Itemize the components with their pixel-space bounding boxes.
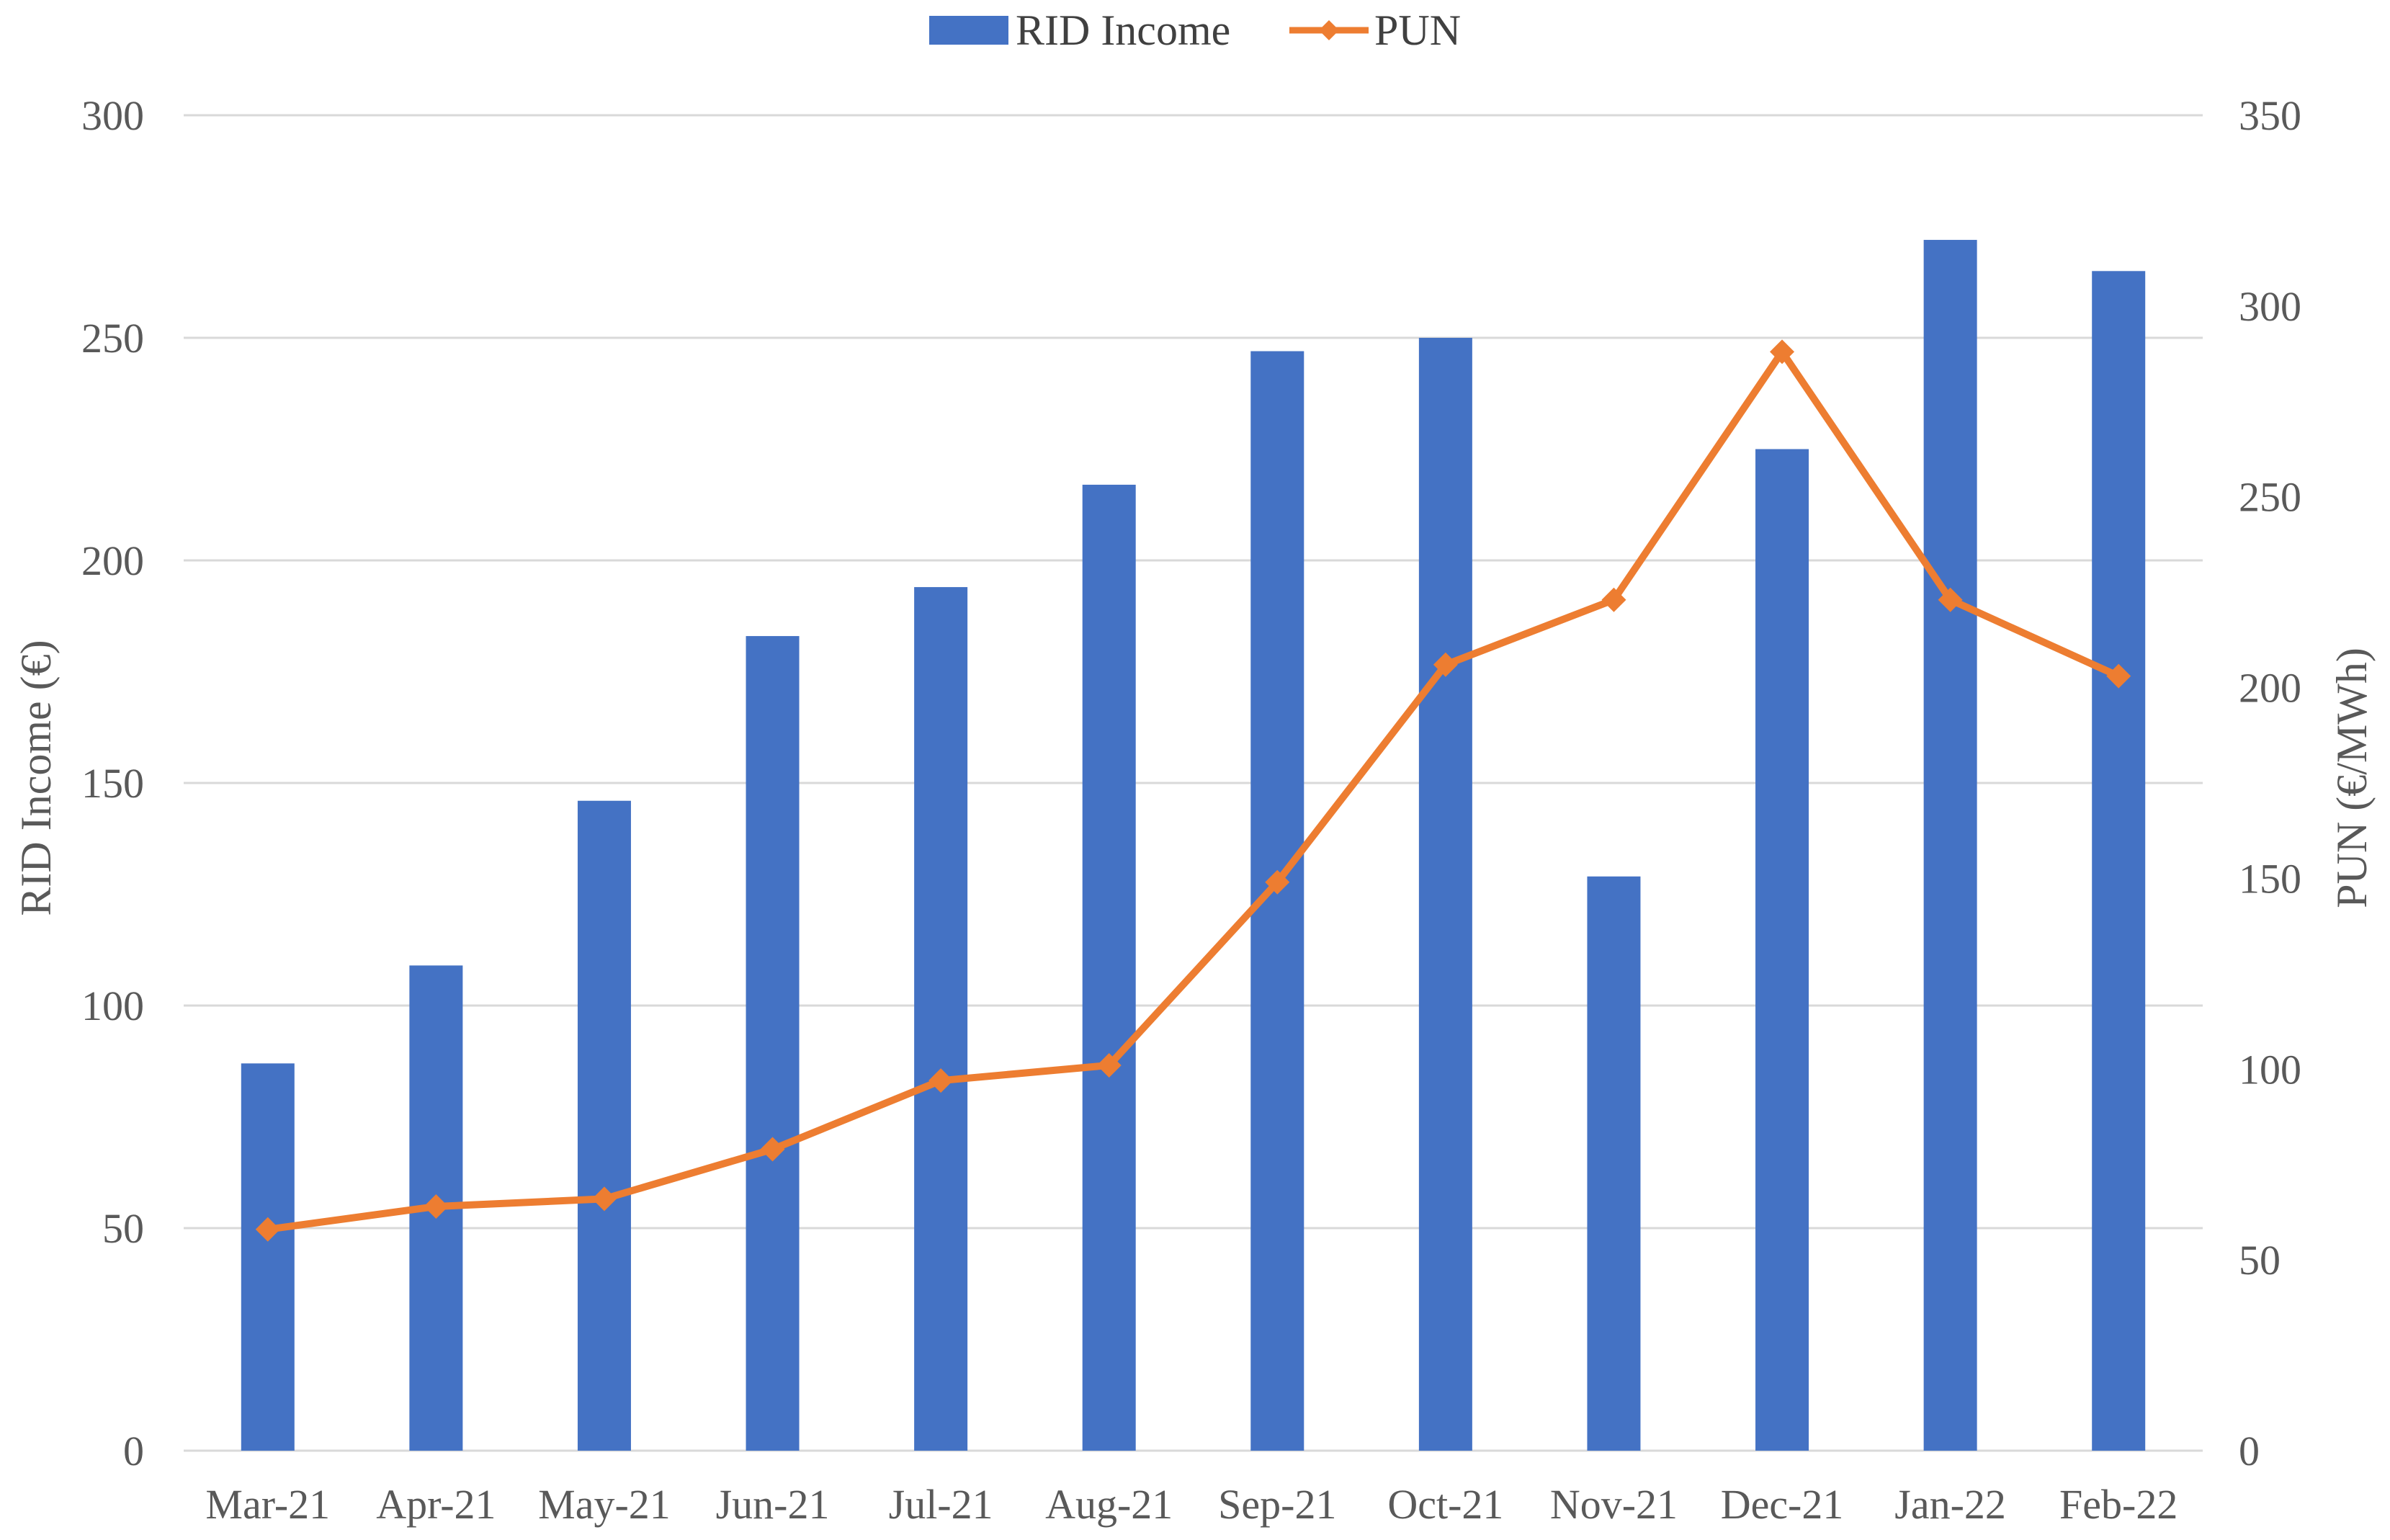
left-tick-label: 50: [102, 1205, 144, 1252]
right-tick-label: 350: [2239, 92, 2301, 139]
x-tick-label: Dec-21: [1721, 1481, 1844, 1528]
bar: [914, 587, 968, 1451]
pun-point: [424, 1194, 449, 1219]
pun-point: [1096, 1052, 1122, 1078]
line-series-pun: [255, 339, 2131, 1242]
legend-label-pun: PUN: [1374, 6, 1461, 54]
right-tick-label: 50: [2239, 1237, 2281, 1284]
left-tick-label: 150: [81, 760, 144, 807]
x-tick-label: May-21: [538, 1481, 671, 1528]
right-tick-label: 300: [2239, 283, 2301, 330]
gridlines: [184, 114, 2203, 1452]
pun-line: [264, 348, 2123, 1233]
bar: [1755, 449, 1809, 1451]
x-tick-label: Sep-21: [1218, 1481, 1336, 1528]
bar: [241, 1063, 295, 1451]
bar: [2092, 271, 2146, 1451]
legend-swatch-rid-income: [929, 16, 1008, 45]
bar-series-rid-income: [241, 240, 2146, 1451]
legend-label-rid-income: RID Income: [1016, 6, 1230, 54]
pun-point: [1770, 339, 1795, 364]
x-tick-label: Jun-21: [716, 1481, 830, 1528]
bar: [1587, 876, 1641, 1451]
left-axis-ticks: 0 50 100 150 200 250 300: [81, 92, 144, 1474]
left-axis-title: RID Income (€): [12, 640, 60, 916]
bar: [577, 800, 631, 1451]
left-tick-label: 200: [81, 537, 144, 584]
left-tick-label: 0: [123, 1428, 144, 1474]
left-tick-label: 100: [81, 982, 144, 1029]
x-tick-label: Jan-22: [1894, 1481, 2006, 1528]
pun-point: [1433, 652, 1458, 677]
x-tick-label: Feb-22: [2059, 1481, 2178, 1528]
right-axis-title: PUN (€/MWh): [2328, 648, 2376, 908]
pun-point: [2106, 663, 2131, 689]
bar: [1923, 240, 1977, 1451]
right-axis-ticks: 0 50 100 150 200 250 300 350: [2239, 92, 2301, 1474]
right-tick-label: 150: [2239, 855, 2301, 902]
x-tick-label: Mar-21: [205, 1481, 330, 1528]
pun-point: [1601, 587, 1626, 612]
bar: [1418, 338, 1472, 1451]
pun-point: [1265, 869, 1290, 895]
bar: [746, 636, 800, 1451]
x-tick-label: Aug-21: [1045, 1481, 1173, 1528]
right-tick-label: 250: [2239, 474, 2301, 521]
x-tick-label: Nov-21: [1550, 1481, 1678, 1528]
legend: RID Income PUN: [929, 6, 1461, 54]
pun-point: [1938, 587, 1963, 612]
left-tick-label: 300: [81, 92, 144, 139]
right-tick-label: 100: [2239, 1046, 2301, 1093]
legend-swatch-pun-marker: [1319, 20, 1339, 40]
pun-point: [760, 1137, 785, 1162]
pun-point: [591, 1186, 617, 1212]
pun-point: [928, 1068, 954, 1093]
left-tick-label: 250: [81, 315, 144, 362]
right-tick-label: 200: [2239, 665, 2301, 712]
x-axis-ticks: Mar-21 Apr-21 May-21 Jun-21 Jul-21 Aug-21 Sep-…: [205, 1481, 2178, 1528]
right-tick-label: 0: [2239, 1428, 2260, 1474]
x-tick-label: Apr-21: [376, 1481, 496, 1528]
x-tick-label: Oct-21: [1387, 1481, 1503, 1528]
x-tick-label: Jul-21: [889, 1481, 993, 1528]
pun-point: [255, 1217, 280, 1242]
bar: [1082, 484, 1136, 1451]
